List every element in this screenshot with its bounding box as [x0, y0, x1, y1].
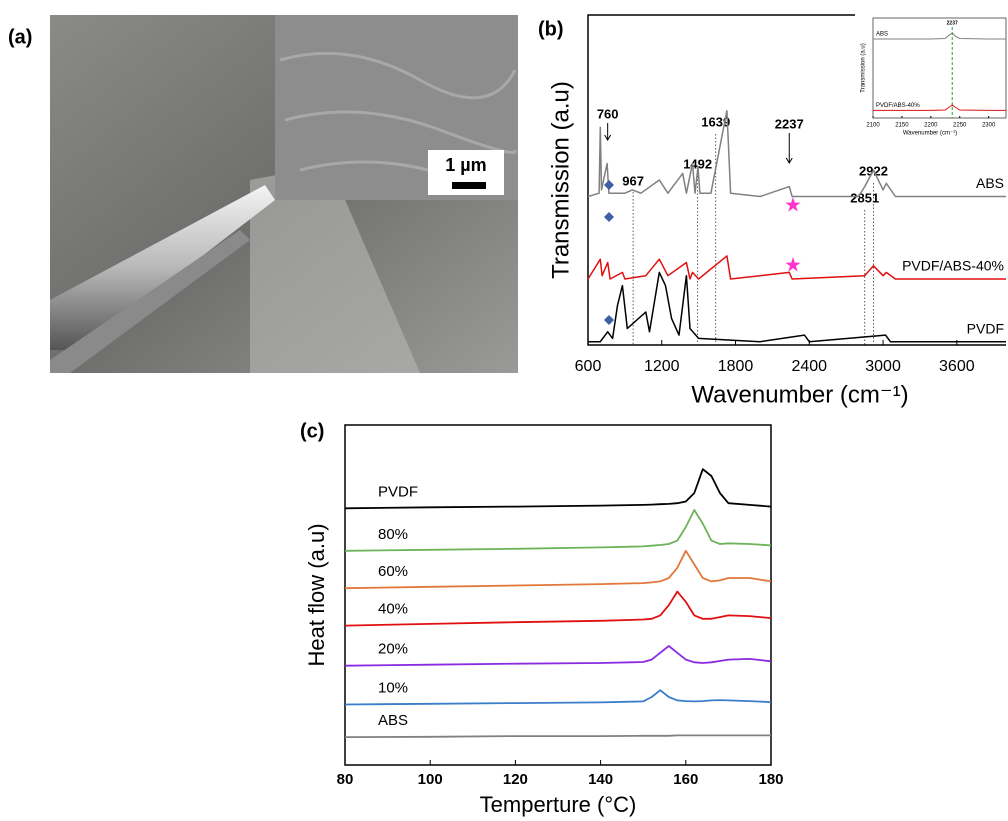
panel-label: (a)	[8, 26, 32, 48]
series-label: ABS	[976, 175, 1004, 191]
star: ★	[784, 194, 802, 216]
x-tick-label: 120	[503, 771, 528, 788]
series-label: 40%	[378, 601, 408, 618]
x-tick-label: 180	[758, 771, 783, 788]
x-tick-label: 2300	[982, 123, 996, 129]
x-tick-label: 160	[673, 771, 698, 788]
x-tick-label: 600	[575, 358, 602, 375]
symbols: ★ ★	[604, 180, 802, 325]
y-axis-label: Transmission (a.u)	[861, 43, 867, 92]
series-line	[588, 272, 1006, 341]
series-label: 60%	[378, 563, 408, 580]
series-line	[345, 510, 771, 551]
x-tick-label: 3000	[865, 358, 901, 375]
series-line	[345, 690, 771, 704]
x-tick-label: 80	[337, 771, 354, 788]
x-tick-label: 2200	[924, 123, 938, 129]
series-line	[345, 551, 771, 588]
y-axis-label: Transmission (a.u)	[547, 81, 574, 279]
star: ★	[784, 254, 802, 276]
peak-label: 760	[597, 106, 619, 121]
peak-label: 967	[622, 173, 644, 188]
series-line	[345, 735, 771, 737]
peak-label: 2851	[850, 190, 879, 205]
axis-frame	[345, 425, 771, 765]
series-label: 20%	[378, 641, 408, 658]
series-label: 80%	[378, 526, 408, 543]
photo: 1 µm (a)	[8, 15, 518, 373]
x-tick-label: 140	[588, 771, 613, 788]
series-label: PVDF/ABS-40%	[876, 103, 920, 109]
diamond	[604, 212, 614, 222]
diamond	[604, 180, 614, 190]
series-label: PVDF/ABS-40%	[902, 258, 1004, 274]
peak-label: 2237	[947, 20, 958, 26]
figure: 1 µm (a) 600 1200 1800 2400 3000 3600 Wavenumb…	[0, 0, 1008, 821]
series-line	[345, 646, 771, 666]
series-label: ABS	[378, 712, 408, 729]
series-label: ABS	[876, 32, 888, 38]
series-label: PVDF	[378, 483, 418, 500]
scale-bar	[452, 182, 486, 189]
x-tick-label: 1200	[644, 358, 680, 375]
peak-label: 2237	[775, 116, 804, 131]
x-tick-label: 3600	[939, 358, 975, 375]
x-tick-label: 2250	[953, 123, 967, 129]
x-tick-label: 1800	[718, 358, 754, 375]
panel-label: (c)	[300, 420, 324, 442]
series-label: PVDF	[967, 320, 1004, 336]
panel-label: (b)	[538, 18, 564, 40]
x-tick-label: 2150	[895, 123, 909, 129]
x-axis-label: Wavenumber (cm⁻¹)	[903, 131, 957, 137]
scale-label: 1 µm	[445, 155, 486, 175]
x-tick-label: 2100	[866, 123, 880, 129]
y-axis-label: Heat flow (a.u)	[304, 523, 329, 666]
x-tick-label: 100	[418, 771, 443, 788]
x-tick-label: 2400	[791, 358, 827, 375]
series-line	[345, 592, 771, 626]
diamond	[604, 315, 614, 325]
x-axis-label: Wavenumber (cm⁻¹)	[691, 381, 908, 408]
series-label: 10%	[378, 679, 408, 696]
x-axis-label: Temperture (°C)	[480, 792, 637, 817]
